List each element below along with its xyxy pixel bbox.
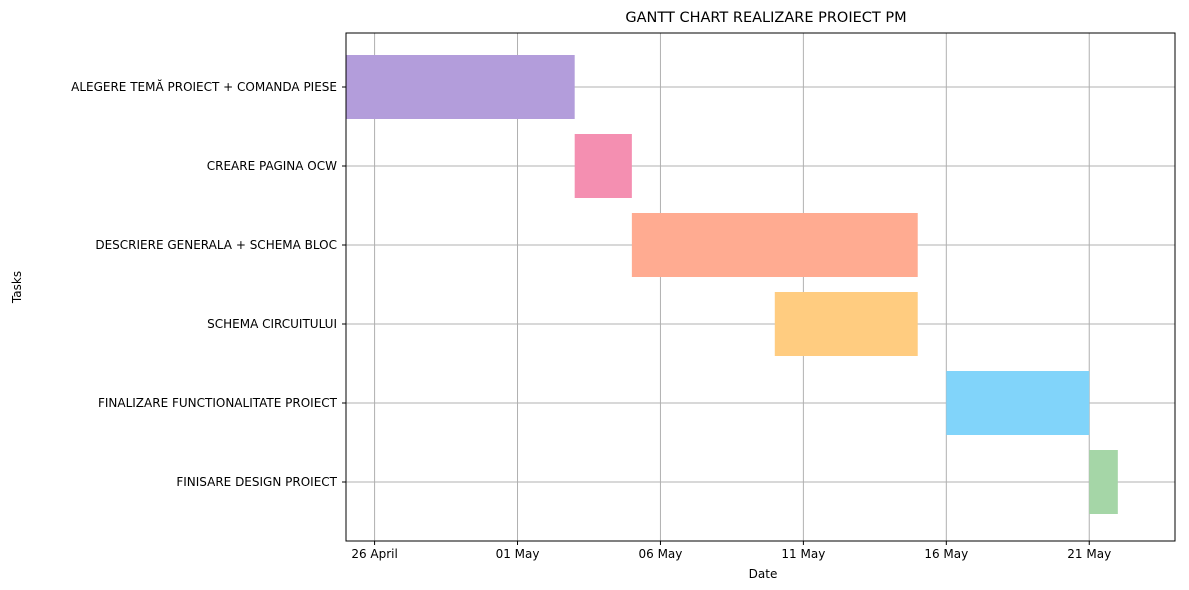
task-label: ALEGERE TEMĂ PROIECT + COMANDA PIESE — [71, 79, 337, 94]
x-tick-label: 16 May — [924, 547, 968, 561]
task-label: FINALIZARE FUNCTIONALITATE PROIECT — [98, 396, 338, 410]
task-bar — [631, 213, 918, 277]
y-axis-label: Tasks — [10, 271, 24, 304]
y-axis-ticks: ALEGERE TEMĂ PROIECT + COMANDA PIESE CREA… — [71, 79, 346, 489]
x-axis-ticks: 26 April 01 May 06 May 11 May 16 May 21 May — [351, 541, 1111, 561]
x-tick-label: 01 May — [496, 547, 540, 561]
task-label: FINISARE DESIGN PROIECT — [176, 475, 337, 489]
task-bar — [1089, 450, 1118, 514]
x-tick-label: 11 May — [781, 547, 825, 561]
task-bar — [946, 371, 1090, 435]
x-tick-label: 06 May — [638, 547, 682, 561]
task-label: DESCRIERE GENERALA + SCHEMA BLOC — [95, 238, 337, 252]
task-label: CREARE PAGINA OCW — [207, 159, 337, 173]
x-tick-label: 26 April — [351, 547, 398, 561]
bar-layer — [346, 55, 1118, 514]
task-bar — [346, 55, 575, 119]
x-axis-label: Date — [749, 567, 778, 581]
task-label: SCHEMA CIRCUITULUI — [207, 317, 337, 331]
task-bar — [774, 292, 918, 356]
chart-title: GANTT CHART REALIZARE PROIECT PM — [625, 10, 906, 26]
task-bar — [574, 134, 632, 198]
plot-frame — [345, 32, 1176, 542]
x-tick-label: 21 May — [1067, 547, 1111, 561]
